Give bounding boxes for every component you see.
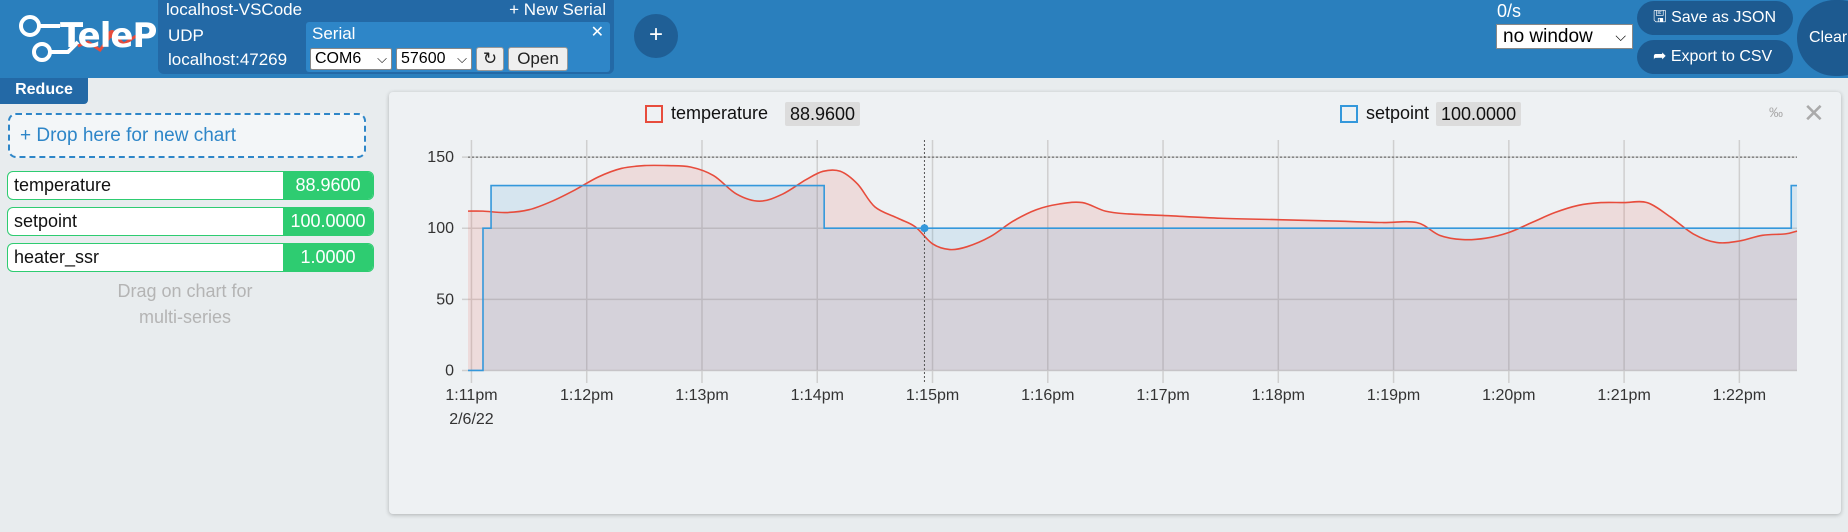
- data-rate: 0/s: [1497, 1, 1522, 21]
- legend-item-setpoint[interactable]: setpoint 100.0000: [1340, 102, 1560, 126]
- x-tick-label: 1:13pm: [675, 387, 728, 404]
- x-tick-label: 1:22pm: [1713, 387, 1766, 404]
- variable-value: 100.0000: [283, 208, 373, 235]
- x-tick-label: 1:21pm: [1597, 387, 1650, 404]
- baud-rate-select[interactable]: 57600 ⌵: [396, 48, 472, 70]
- top-bar: TelePlot localhost-VSCode + New Serial U…: [0, 0, 1848, 78]
- udp-label: UDP: [168, 26, 204, 45]
- legend-item-temperature[interactable]: temperature 88.9600: [645, 102, 875, 126]
- close-chart-icon[interactable]: ✕: [1803, 98, 1825, 128]
- permille-toggle-icon[interactable]: ‰: [1769, 104, 1783, 120]
- legend-value: 100.0000: [1436, 102, 1522, 126]
- variable-name: setpoint: [14, 211, 78, 231]
- open-serial-button[interactable]: Open: [508, 47, 568, 71]
- variable-row-setpoint[interactable]: setpoint 100.0000: [7, 207, 374, 236]
- chevron-down-icon: ⌵: [457, 51, 467, 66]
- variable-name: temperature: [14, 175, 112, 195]
- chart-plot[interactable]: 1:11pm 1:12pm 1:13pm 1:14pm 1:15pm 1:16pm 1:17…: [389, 92, 1841, 514]
- serial-port-value: COM6: [315, 50, 362, 67]
- clear-button[interactable]: Clear: [1797, 0, 1848, 76]
- variable-row-temperature[interactable]: temperature 88.9600: [7, 171, 374, 200]
- variable-name: heater_ssr: [14, 247, 100, 267]
- x-tick-label: 1:19pm: [1367, 387, 1420, 404]
- legend-swatch: [645, 105, 663, 123]
- y-tick-label: 150: [427, 149, 454, 166]
- new-serial-button[interactable]: + New Serial: [509, 0, 606, 19]
- new-chart-drop-zone[interactable]: + Drop here for new chart: [8, 113, 366, 158]
- legend-swatch: [1340, 105, 1358, 123]
- export-csv-button[interactable]: ➦ Export to CSV: [1637, 40, 1793, 74]
- baud-rate-value: 57600: [401, 50, 446, 67]
- y-tick-label: 50: [436, 291, 454, 308]
- udp-address: localhost:47269: [168, 50, 288, 69]
- x-tick-label: 1:20pm: [1482, 387, 1535, 404]
- x-tick-label: 1:18pm: [1252, 387, 1305, 404]
- series-area-setpoint: [468, 185, 1797, 371]
- x-tick-label: 1:16pm: [1021, 387, 1074, 404]
- reduce-button[interactable]: Reduce: [0, 78, 88, 104]
- connection-panel: localhost-VSCode + New Serial UDP localh…: [158, 0, 614, 74]
- legend-value: 88.9600: [785, 102, 861, 126]
- legend-name: temperature: [671, 103, 769, 123]
- cursor-point: [920, 224, 929, 233]
- x-tick-label: 1:15pm: [906, 387, 959, 404]
- legend-name: setpoint: [1366, 103, 1430, 123]
- chart-panel: temperature 88.9600 setpoint 100.0000 ‰ …: [389, 92, 1841, 514]
- save-json-button[interactable]: 🖫 Save as JSON: [1637, 1, 1793, 35]
- variable-row-heater-ssr[interactable]: heater_ssr 1.0000: [7, 243, 374, 272]
- window-select-value: no window: [1503, 26, 1593, 47]
- chevron-down-icon: ⌵: [377, 51, 387, 66]
- udp-connection: UDP localhost:47269: [162, 22, 302, 72]
- series-line-temperature: [467, 164, 1798, 251]
- variable-value: 1.0000: [283, 244, 373, 271]
- chevron-down-icon: ⌵: [1615, 28, 1626, 44]
- serial-port-select[interactable]: COM6 ⌵: [310, 48, 392, 70]
- series-area-temperature: [468, 165, 1797, 371]
- serial-connection: Serial ✕ COM6 ⌵ 57600 ⌵ ↻ Open: [306, 22, 610, 72]
- y-tick-label: 100: [427, 220, 454, 237]
- x-date-label: 2/6/22: [449, 411, 494, 428]
- window-select[interactable]: no window ⌵: [1496, 24, 1633, 49]
- x-tick-label: 1:17pm: [1136, 387, 1189, 404]
- variable-value: 88.9600: [283, 172, 373, 199]
- serial-label: Serial: [312, 24, 356, 43]
- x-tick-label: 1:14pm: [791, 387, 844, 404]
- add-connection-button[interactable]: +: [634, 14, 678, 58]
- y-tick-label: 0: [445, 362, 454, 379]
- series-line-setpoint: [468, 184, 1797, 372]
- teleplot-logo: TelePlot: [8, 6, 206, 70]
- refresh-ports-button[interactable]: ↻: [476, 47, 504, 71]
- close-serial-icon[interactable]: ✕: [590, 24, 604, 41]
- x-tick-label: 1:12pm: [560, 387, 613, 404]
- multi-series-hint: Drag on chart for multi-series: [60, 278, 310, 330]
- hint-line-1: Drag on chart for: [117, 281, 253, 301]
- x-tick-label: 1:11pm: [445, 387, 497, 404]
- hint-line-2: multi-series: [138, 307, 231, 327]
- logo-graphic-icon: [19, 15, 137, 62]
- connection-title: localhost-VSCode: [166, 0, 303, 19]
- refresh-icon: ↻: [482, 49, 498, 68]
